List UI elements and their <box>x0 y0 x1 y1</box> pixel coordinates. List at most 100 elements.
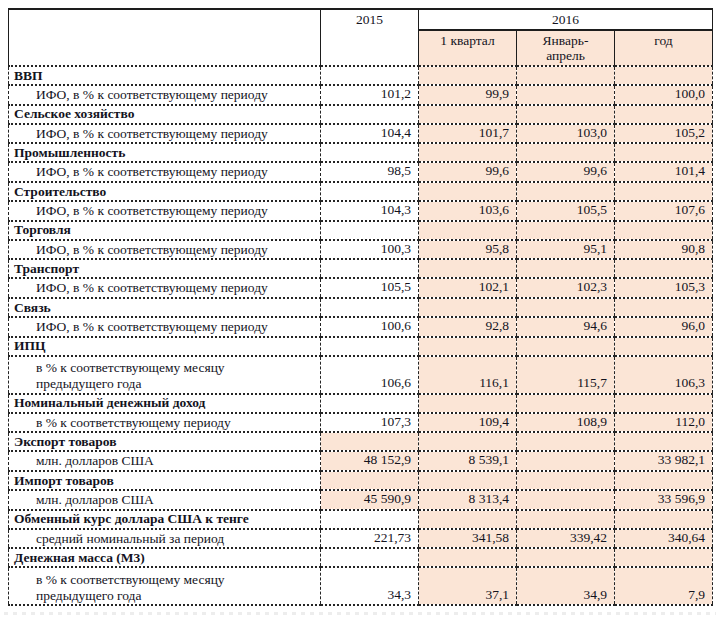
value-cell: 98,5 <box>321 162 419 182</box>
value-cell: 95,1 <box>517 240 615 260</box>
indicator-label: ИФО, в % к соответствующему периоду <box>9 278 321 298</box>
value-cell <box>615 66 713 85</box>
section-label: Торговля <box>9 221 321 240</box>
value-cell: 341,58 <box>419 529 517 549</box>
value-cell: 103,6 <box>419 201 517 221</box>
value-cell <box>419 182 517 201</box>
value-cell: 115,7 <box>517 356 615 394</box>
value-cell: 339,42 <box>517 529 615 549</box>
value-cell <box>517 298 615 317</box>
value-cell <box>419 471 517 490</box>
section-label: ИПЦ <box>9 337 321 356</box>
indicator-label: ИФО, в % к соответствующему периоду <box>9 201 321 221</box>
value-cell: 101,7 <box>419 124 517 144</box>
value-cell <box>517 510 615 529</box>
value-cell <box>321 143 419 162</box>
indicator-label: в % к соответствующему месяцу предыдущег… <box>9 567 321 605</box>
value-cell: 34,9 <box>517 567 615 605</box>
section-label: Обменный курс доллара США к тенге <box>9 510 321 529</box>
value-cell <box>615 548 713 567</box>
indicator-label: ИФО, в % к соответствующему периоду <box>9 124 321 144</box>
indicator-row: в % к соответствующему периоду107,3109,4… <box>9 413 713 433</box>
value-cell: 92,8 <box>419 317 517 337</box>
value-cell <box>321 394 419 413</box>
value-cell <box>615 221 713 240</box>
value-cell <box>419 259 517 278</box>
indicator-row: ИФО, в % к соответствующему периоду100,3… <box>9 240 713 260</box>
value-cell <box>321 105 419 124</box>
indicator-label: ИФО, в % к соответствующему периоду <box>9 240 321 260</box>
value-cell <box>419 337 517 356</box>
indicator-row: ИФО, в % к соответствующему периоду98,59… <box>9 162 713 182</box>
indicator-row: млн. долларов США48 152,98 539,133 982,1 <box>9 451 713 471</box>
section-label: Денежная масса (М3) <box>9 548 321 567</box>
value-cell <box>419 394 517 413</box>
value-cell <box>517 471 615 490</box>
section-row: Связь <box>9 298 713 317</box>
section-row: Торговля <box>9 221 713 240</box>
value-cell: 96,0 <box>615 317 713 337</box>
table-header: 2015 2016 1 квартал Январь- апрель год <box>9 9 713 66</box>
value-cell <box>517 85 615 105</box>
section-label: Транспорт <box>9 259 321 278</box>
value-cell <box>419 510 517 529</box>
indicator-row: ИФО, в % к соответствующему периоду104,3… <box>9 201 713 221</box>
value-cell <box>517 221 615 240</box>
section-row: ВВП <box>9 66 713 85</box>
indicator-label: ИФО, в % к соответствующему периоду <box>9 162 321 182</box>
value-cell: 112,0 <box>615 413 713 433</box>
value-cell: 8 313,4 <box>419 490 517 510</box>
value-cell: 33 982,1 <box>615 451 713 471</box>
header-q1: 1 квартал <box>419 30 517 66</box>
value-cell: 106,3 <box>615 356 713 394</box>
indicator-row: ИФО, в % к соответствующему периоду104,4… <box>9 124 713 144</box>
indicator-label: в % к соответствующему месяцу предыдущег… <box>9 356 321 394</box>
value-cell <box>615 182 713 201</box>
value-cell <box>615 471 713 490</box>
indicator-row: в % к соответствующему месяцу предыдущег… <box>9 567 713 605</box>
value-cell <box>419 66 517 85</box>
value-cell <box>615 432 713 451</box>
header-row-years: 2015 2016 <box>9 9 713 30</box>
value-cell <box>419 105 517 124</box>
value-cell: 99,9 <box>419 85 517 105</box>
value-cell: 94,6 <box>517 317 615 337</box>
value-cell <box>419 298 517 317</box>
section-row: Экспорт товаров <box>9 432 713 451</box>
value-cell: 101,4 <box>615 162 713 182</box>
section-label: Номинальный денежный доход <box>9 394 321 413</box>
value-cell <box>615 510 713 529</box>
section-row: Промышленность <box>9 143 713 162</box>
value-cell: 105,5 <box>321 278 419 298</box>
value-cell: 102,1 <box>419 278 517 298</box>
value-cell: 34,3 <box>321 567 419 605</box>
value-cell: 340,64 <box>615 529 713 549</box>
value-cell <box>615 143 713 162</box>
indicator-label: средний номинальный за период <box>9 529 321 549</box>
value-cell <box>517 143 615 162</box>
value-cell: 45 590,9 <box>321 490 419 510</box>
value-cell: 100,6 <box>321 317 419 337</box>
value-cell <box>517 548 615 567</box>
value-cell: 104,3 <box>321 201 419 221</box>
section-row: ИПЦ <box>9 337 713 356</box>
value-cell <box>517 394 615 413</box>
value-cell <box>419 548 517 567</box>
value-cell <box>321 510 419 529</box>
header-2016: 2016 <box>419 9 713 30</box>
value-cell <box>321 66 419 85</box>
section-row: Денежная масса (М3) <box>9 548 713 567</box>
value-cell: 103,0 <box>517 124 615 144</box>
section-row: Сельское хозяйство <box>9 105 713 124</box>
section-row: Строительство <box>9 182 713 201</box>
value-cell: 107,6 <box>615 201 713 221</box>
indicator-row: средний номинальный за период221,73341,5… <box>9 529 713 549</box>
header-corner-cell <box>9 9 321 66</box>
value-cell: 48 152,9 <box>321 451 419 471</box>
value-cell <box>419 143 517 162</box>
value-cell: 107,3 <box>321 413 419 433</box>
value-cell <box>321 471 419 490</box>
section-label: ВВП <box>9 66 321 85</box>
value-cell <box>517 182 615 201</box>
value-cell: 104,4 <box>321 124 419 144</box>
